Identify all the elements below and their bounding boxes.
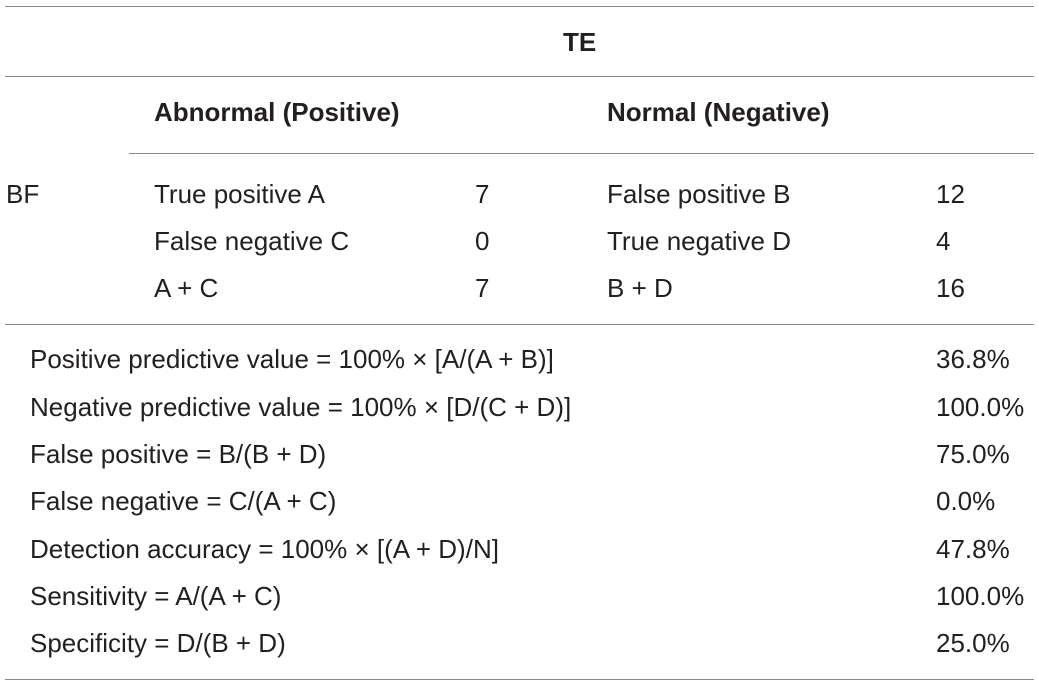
header-rule: [5, 76, 1034, 77]
metric-value: 0.0%: [936, 486, 996, 516]
cell-value-a: 0: [475, 226, 490, 256]
cell-value-b: 16: [936, 273, 965, 303]
metric-label: Positive predictive value = 100% × [A/(A…: [30, 344, 554, 374]
cell-value-b: 12: [936, 179, 965, 209]
subheader-rule: [129, 153, 1034, 154]
metric-value: 47.8%: [936, 534, 1010, 564]
cell-label-a: True positive A: [154, 179, 326, 209]
cell-value-b: 4: [936, 226, 951, 256]
metric-value: 75.0%: [936, 439, 1010, 469]
cell-value-a: 7: [475, 273, 490, 303]
metric-value: 25.0%: [936, 628, 1010, 658]
cell-label-b: True negative D: [607, 226, 792, 256]
metric-label: False negative = C/(A + C): [30, 486, 337, 516]
cell-value-a: 7: [475, 179, 490, 209]
metric-label: Negative predictive value = 100% × [D/(C…: [30, 392, 572, 422]
cell-label-a: False negative C: [154, 226, 350, 256]
metric-label: Detection accuracy = 100% × [(A + D)/N]: [30, 534, 499, 564]
metric-value: 100.0%: [936, 392, 1025, 422]
metric-label: Specificity = D/(B + D): [30, 628, 286, 658]
col-header-abnormal: Abnormal (Positive): [154, 97, 400, 127]
bottom-rule: [5, 679, 1034, 680]
metric-value: 100.0%: [936, 581, 1025, 611]
metric-label: False positive = B/(B + D): [30, 439, 327, 469]
col-header-normal: Normal (Negative): [607, 97, 830, 127]
metric-value: 36.8%: [936, 344, 1010, 374]
group-header-te: TE: [563, 27, 597, 57]
matrix-bottom-rule: [5, 324, 1034, 325]
cell-label-b: B + D: [607, 273, 673, 303]
cell-label-b: False positive B: [607, 179, 791, 209]
cell-label-a: A + C: [154, 273, 219, 303]
row-group-label-bf: BF: [6, 179, 40, 209]
top-rule: [5, 6, 1034, 7]
metric-label: Sensitivity = A/(A + C): [30, 581, 282, 611]
